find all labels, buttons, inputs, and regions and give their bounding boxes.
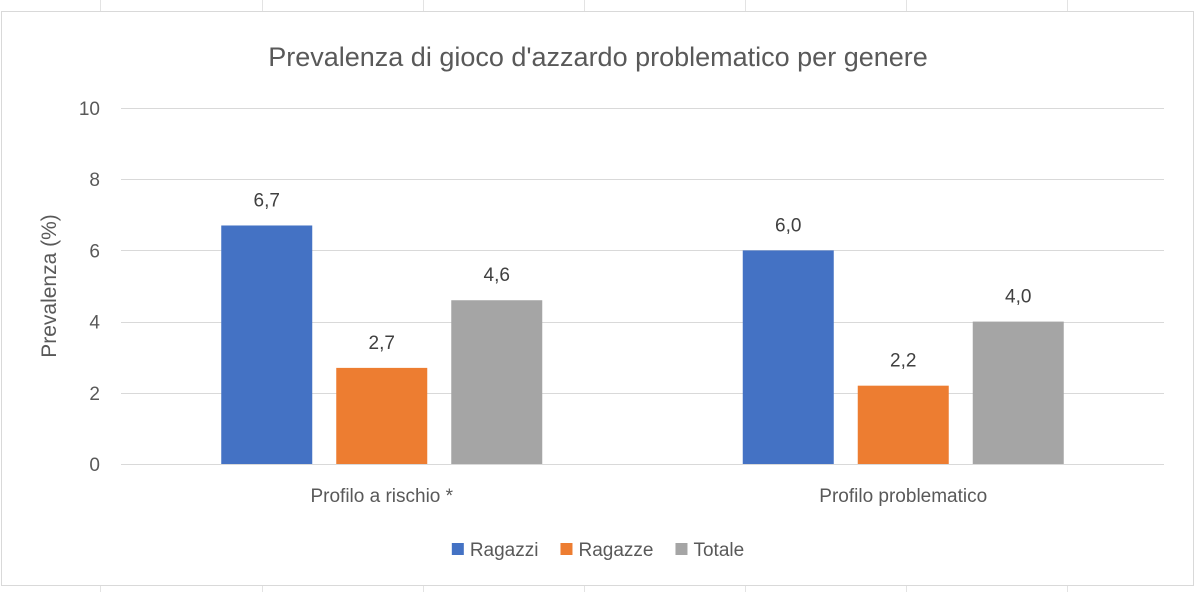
bar-ragazze-2 — [857, 385, 949, 464]
bars — [221, 225, 1064, 464]
bar-ragazzi-2 — [742, 250, 834, 464]
legend-swatch — [560, 543, 573, 555]
legend-swatch — [675, 543, 688, 555]
x-axis-ticks: Profilo a rischio * Profilo problematico — [310, 486, 987, 507]
legend-item: Ragazze — [560, 540, 653, 561]
y-tick-label: 2 — [89, 384, 100, 405]
y-tick-label: 10 — [79, 99, 100, 120]
data-label: 6,0 — [775, 215, 801, 236]
x-tick-label: Profilo a rischio * — [310, 486, 453, 507]
data-label: 4,6 — [484, 265, 510, 286]
bar-totale-2 — [972, 321, 1064, 464]
legend-label: Ragazzi — [470, 540, 539, 561]
data-label: 4,0 — [1005, 287, 1031, 308]
legend-item: Ragazzi — [451, 540, 539, 561]
y-tick-label: 0 — [89, 455, 100, 476]
legend-label: Ragazze — [578, 540, 653, 561]
legend: Ragazzi Ragazze Totale — [451, 540, 744, 561]
legend-swatch — [451, 543, 464, 555]
data-labels: 6,7 2,7 4,6 6,0 2,2 4,0 — [254, 190, 1032, 371]
legend-item: Totale — [675, 540, 744, 561]
y-tick-label: 8 — [89, 170, 100, 191]
bar-ragazzi-1 — [221, 225, 313, 464]
data-label: 2,2 — [890, 351, 916, 372]
chart-title: Prevalenza di gioco d'azzardo problemati… — [268, 42, 928, 72]
y-tick-label: 4 — [89, 313, 100, 334]
chart-area[interactable] — [1, 11, 1194, 586]
bar-ragazze-1 — [336, 367, 428, 464]
y-axis-title: Prevalenza (%) — [38, 214, 61, 358]
data-label: 2,7 — [369, 333, 395, 354]
y-axis-ticks: 0 2 4 6 8 10 — [79, 99, 101, 476]
x-tick-label: Profilo problematico — [819, 486, 987, 507]
y-tick-label: 6 — [89, 241, 100, 262]
data-label: 6,7 — [254, 190, 280, 211]
bar-totale-1 — [451, 300, 543, 464]
legend-label: Totale — [693, 540, 744, 561]
